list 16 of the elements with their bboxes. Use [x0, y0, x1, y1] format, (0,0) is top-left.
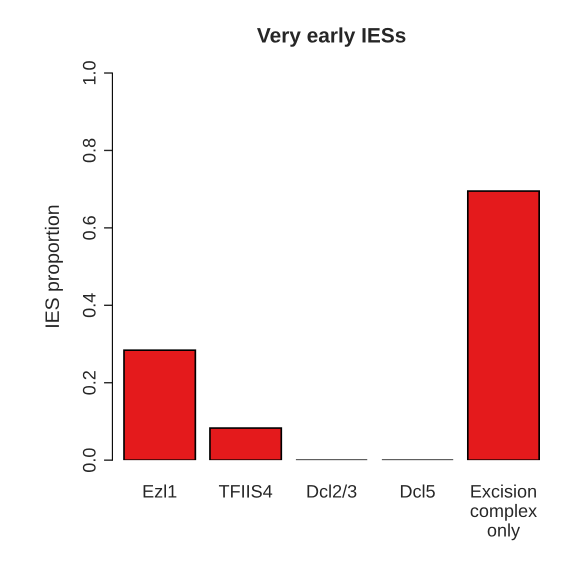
bar	[123, 349, 196, 460]
y-axis-title: IES proportion	[44, 206, 63, 327]
y-tick-label: 0.0	[82, 448, 96, 472]
y-tick-label: 0.4	[82, 293, 96, 318]
chart-title: Very early IESs	[257, 27, 406, 47]
y-tick-label: 0.8	[82, 138, 96, 162]
bar	[209, 427, 282, 460]
x-tick-label: Excision complex only	[470, 484, 537, 540]
bar	[466, 190, 540, 460]
x-tick-label: Ezl1	[144, 484, 176, 498]
y-tick-label: 0.2	[82, 371, 96, 395]
y-tick-label: 1.0	[82, 61, 96, 84]
x-tick-label: Dcl5	[400, 484, 435, 498]
x-tick-label: TFIIS4	[218, 484, 272, 498]
x-tick-label: Dcl2/3	[307, 484, 356, 498]
y-tick-label: 0.6	[82, 216, 96, 240]
